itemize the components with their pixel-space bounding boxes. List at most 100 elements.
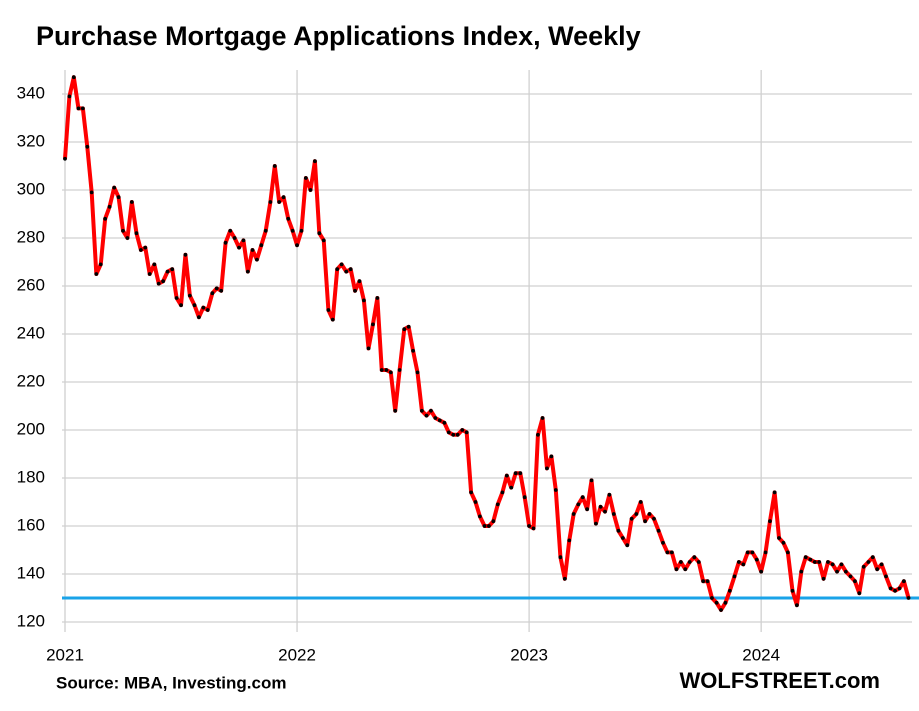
data-point bbox=[103, 216, 108, 221]
data-point bbox=[835, 569, 839, 574]
data-point bbox=[750, 550, 755, 555]
data-point bbox=[509, 485, 514, 490]
data-point bbox=[446, 430, 451, 435]
data-point bbox=[790, 588, 795, 593]
x-tick-label: 2021 bbox=[46, 645, 84, 664]
data-point bbox=[634, 512, 639, 516]
data-point bbox=[196, 315, 201, 320]
data-point bbox=[830, 562, 835, 567]
data-point bbox=[308, 188, 313, 192]
data-point bbox=[402, 327, 407, 332]
data-point bbox=[464, 430, 469, 435]
data-point bbox=[571, 512, 576, 516]
data-point bbox=[562, 576, 567, 581]
data-point bbox=[420, 408, 424, 413]
data-point bbox=[482, 524, 487, 528]
data-point bbox=[594, 521, 598, 526]
x-tick-label: 2024 bbox=[742, 645, 780, 664]
data-point bbox=[94, 272, 99, 276]
data-point bbox=[777, 536, 781, 540]
data-point bbox=[603, 509, 607, 514]
data-point bbox=[795, 603, 799, 608]
y-tick-label: 120 bbox=[17, 611, 45, 630]
data-point bbox=[174, 296, 179, 300]
data-point bbox=[205, 308, 210, 312]
series-line bbox=[63, 75, 911, 612]
data-point bbox=[121, 228, 125, 233]
data-point bbox=[232, 236, 237, 240]
data-point bbox=[701, 579, 706, 584]
data-point bbox=[527, 524, 532, 528]
data-point bbox=[817, 560, 822, 564]
data-point bbox=[678, 560, 683, 564]
data-point bbox=[317, 231, 322, 236]
data-point bbox=[549, 454, 554, 459]
data-point bbox=[415, 370, 420, 375]
data-point bbox=[643, 519, 648, 524]
data-point bbox=[808, 557, 813, 562]
data-point bbox=[379, 368, 384, 372]
data-point bbox=[339, 262, 344, 267]
data-point bbox=[736, 560, 741, 564]
data-point bbox=[219, 288, 224, 293]
data-point bbox=[384, 368, 389, 372]
data-point bbox=[165, 269, 170, 274]
data-point bbox=[303, 176, 308, 180]
data-point bbox=[473, 500, 478, 504]
data-point bbox=[710, 596, 714, 600]
data-point bbox=[255, 257, 259, 262]
y-tick-label: 240 bbox=[17, 323, 45, 342]
data-point bbox=[781, 540, 786, 545]
data-point bbox=[451, 432, 456, 437]
data-point bbox=[665, 550, 670, 555]
data-point bbox=[741, 562, 746, 567]
data-point bbox=[411, 348, 415, 353]
data-point bbox=[424, 413, 429, 418]
data-point bbox=[228, 228, 233, 233]
data-point bbox=[366, 346, 371, 351]
data-point bbox=[147, 272, 152, 276]
data-point bbox=[607, 492, 612, 497]
data-point bbox=[763, 550, 768, 555]
y-tick-label: 220 bbox=[17, 371, 45, 390]
data-point bbox=[371, 322, 375, 327]
data-point bbox=[361, 298, 366, 303]
data-point bbox=[866, 560, 871, 564]
y-tick-label: 280 bbox=[17, 227, 45, 246]
data-point bbox=[901, 579, 906, 584]
y-tick-label: 180 bbox=[17, 467, 45, 486]
data-point bbox=[576, 502, 581, 507]
data-point bbox=[870, 555, 875, 560]
data-point bbox=[884, 574, 888, 579]
data-point bbox=[696, 560, 701, 564]
data-point bbox=[201, 305, 206, 310]
data-point bbox=[442, 420, 447, 425]
data-point bbox=[772, 490, 777, 495]
data-point bbox=[540, 416, 545, 420]
data-point bbox=[732, 574, 737, 579]
data-point bbox=[344, 269, 349, 274]
data-point bbox=[299, 228, 304, 233]
data-point bbox=[286, 216, 291, 221]
data-point bbox=[669, 550, 674, 555]
y-tick-label: 160 bbox=[17, 515, 45, 534]
data-point bbox=[652, 516, 656, 521]
data-point bbox=[611, 512, 616, 516]
data-point bbox=[567, 538, 572, 543]
data-point bbox=[661, 540, 665, 545]
data-point bbox=[259, 243, 264, 248]
data-point bbox=[214, 286, 219, 291]
data-point bbox=[799, 569, 804, 574]
data-point bbox=[705, 579, 710, 584]
data-point bbox=[429, 408, 433, 413]
data-point bbox=[290, 228, 295, 233]
data-point bbox=[616, 528, 621, 533]
data-point bbox=[237, 245, 241, 250]
data-point bbox=[589, 478, 594, 483]
data-point bbox=[241, 238, 246, 243]
y-tick-label: 320 bbox=[17, 131, 45, 150]
data-point bbox=[692, 555, 697, 560]
data-point bbox=[187, 293, 192, 298]
data-point bbox=[848, 574, 853, 579]
data-point bbox=[313, 159, 317, 164]
